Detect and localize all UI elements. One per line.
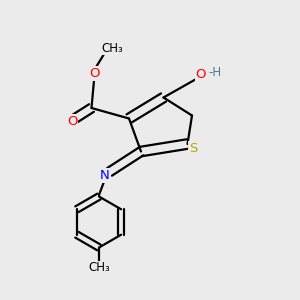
Text: O: O	[67, 115, 77, 128]
Text: O: O	[89, 67, 100, 80]
Text: O: O	[196, 68, 206, 82]
Text: S: S	[189, 142, 197, 155]
Text: N: N	[100, 169, 110, 182]
Text: CH₃: CH₃	[102, 41, 123, 55]
Text: -H: -H	[209, 66, 222, 79]
Text: CH₃: CH₃	[88, 261, 110, 274]
